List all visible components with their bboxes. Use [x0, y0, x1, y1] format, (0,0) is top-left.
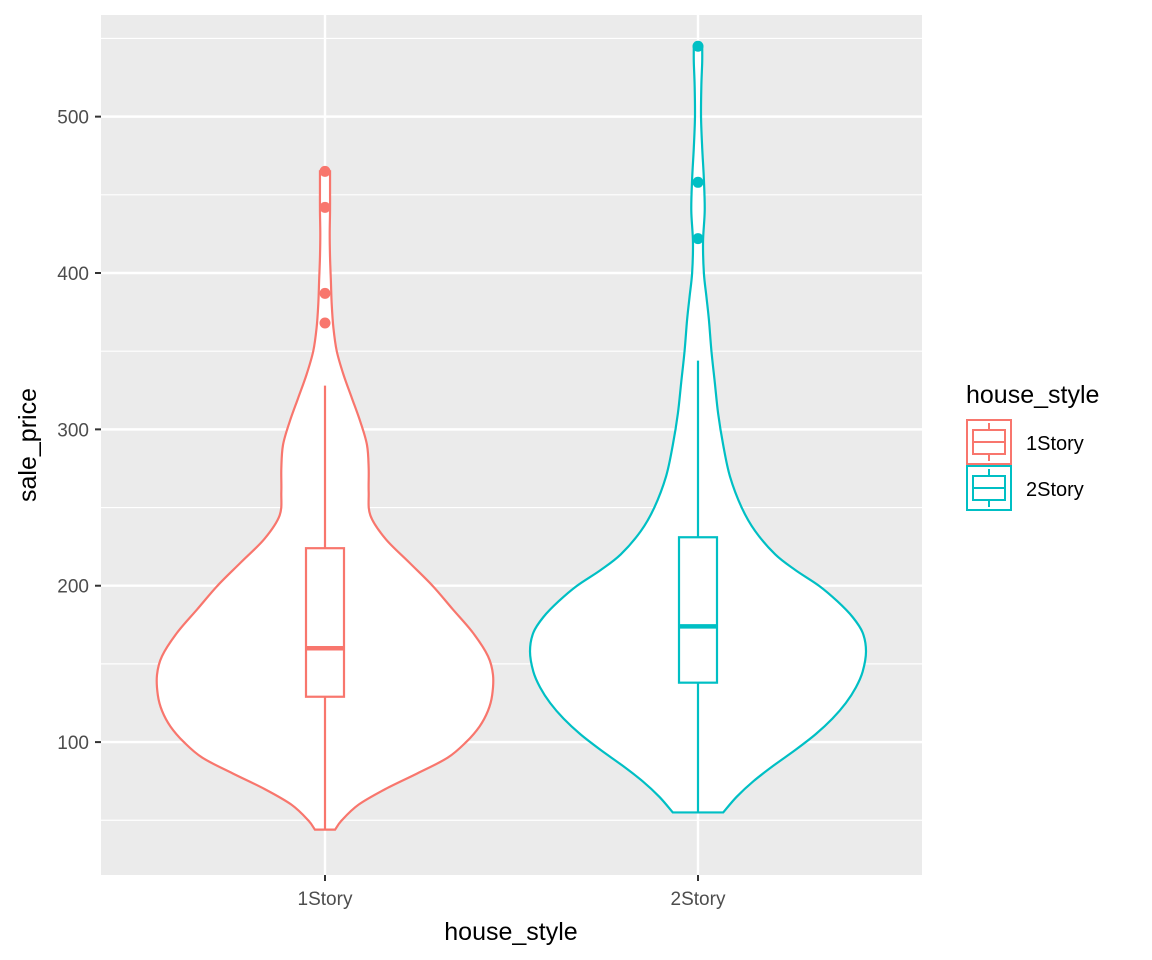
y-axis-title: sale_price [14, 388, 42, 502]
y-tick-label: 500 [57, 108, 89, 129]
outlier-point [692, 176, 704, 188]
legend-title: house_style [966, 381, 1099, 409]
box [304, 547, 346, 698]
outlier-point [319, 201, 331, 213]
legend-key [966, 465, 1012, 511]
outlier-point [319, 317, 331, 329]
outlier-point [692, 233, 704, 245]
outlier-point [319, 165, 331, 177]
outlier-point [319, 287, 331, 299]
x-tick-label: 1Story [298, 889, 353, 910]
violin-group [155, 165, 495, 831]
violin-group [528, 40, 868, 814]
y-tick-label: 400 [57, 264, 89, 285]
outlier-point [692, 40, 704, 52]
legend-label: 1Story [1026, 433, 1084, 455]
legend-label: 2Story [1026, 479, 1084, 501]
x-axis: 1Story 2Story [298, 875, 726, 910]
violins [155, 40, 868, 831]
legend-key [966, 419, 1012, 465]
y-tick-label: 300 [57, 420, 89, 441]
y-tick-label: 100 [57, 733, 89, 754]
y-tick-label: 200 [57, 577, 89, 598]
legend: house_style 1Story 2Story [966, 381, 1099, 511]
x-tick-label: 2Story [671, 889, 726, 910]
y-axis: 100 200 300 400 500 [57, 108, 101, 754]
box [677, 536, 719, 684]
x-axis-title: house_style [444, 918, 577, 946]
